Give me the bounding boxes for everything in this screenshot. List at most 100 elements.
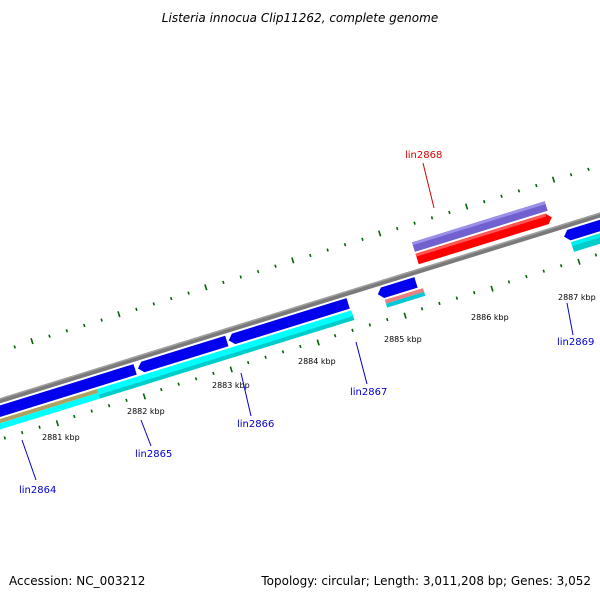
gene-label-lin2864[interactable]: lin2864 [19,485,56,496]
scale-tick [326,248,329,252]
olive-feature[interactable] [0,388,99,441]
genome-title: Listeria innocua Clip11262, complete gen… [162,11,438,25]
scale-tick [587,167,590,172]
scale-tick [361,237,364,241]
topology-text: Topology: circular; Length: 3,011,208 bp… [261,574,591,588]
label-leaders [21,162,574,481]
scale-tick [448,210,451,215]
scale-tick [160,387,163,392]
scale-tick [107,404,111,408]
scale-tick [333,334,337,338]
scale-tick [343,243,347,247]
scale-tick [90,409,93,413]
scale-label-2887: 2887 kbp [558,293,596,302]
cds-lin2868[interactable] [415,212,553,265]
scale-tick [299,344,302,349]
scale-tick [403,312,407,319]
scale-tick [274,264,277,268]
scale-tick [482,199,486,204]
scale-tick [438,301,441,306]
scale-tick [430,216,434,220]
scale-tick [20,430,24,435]
scale-label-2882: 2882 kbp [127,407,165,416]
scale-tick [177,382,180,386]
scale-tick [368,323,372,327]
gene-label-lin2868[interactable]: lin2868 [405,150,442,161]
gene-label-lin2865[interactable]: lin2865 [135,449,172,460]
scale-tick [559,264,563,268]
scale-tick [256,269,260,274]
scale-label-2883: 2883 kbp [212,381,250,390]
scale-label-2884: 2884 kbp [298,357,336,366]
feature-lin2864-inner[interactable] [0,392,101,446]
scale-tick [542,269,545,273]
scale-tick [239,275,242,279]
cds-lin2866[interactable] [227,298,350,345]
scale-tick [142,393,146,400]
scale-tick [212,371,215,376]
scale-tick [73,414,76,419]
gene-label-lin2869[interactable]: lin2869 [557,337,594,348]
gene-label-lin2866[interactable]: lin2866 [237,419,274,430]
scale-tick [507,280,511,284]
scale-tick [3,436,7,440]
scale-label-2881: 2881 kbp [42,433,80,442]
scale-tick [117,311,121,318]
scale-tick [281,350,285,354]
scale-tick [55,420,60,427]
gene-label-lin2867[interactable]: lin2867 [350,387,387,398]
scale-label-2886: 2886 kbp [471,313,509,322]
scale-tick [13,345,16,349]
feature-lin2869-inner[interactable] [571,224,600,252]
scale-tick [194,377,198,381]
scale-tick [169,296,173,301]
scale-tick [500,194,503,198]
scale-tick [83,323,86,328]
scale-tick [396,226,399,231]
cds-lin2869[interactable] [562,212,600,241]
scale-tick [30,337,34,345]
scale-tick [386,317,389,322]
rrna-feature[interactable] [384,288,425,304]
scale-tick [38,425,41,429]
scale-tick [473,290,476,295]
scale-tick [455,296,459,300]
cds-lin2865[interactable] [136,335,229,374]
feature-lin2867-inner[interactable] [385,291,426,308]
scale-tick [135,307,138,311]
scale-tick [535,183,538,188]
scale-tick [490,285,494,292]
scale-tick [309,253,312,258]
scale-tick [291,257,295,264]
accession-text: Accession: NC_003212 [9,574,146,588]
scale-label-2885: 2885 kbp [384,335,422,344]
scale-tick [525,274,528,279]
scale-tick [246,360,250,365]
scale-tick [464,203,469,210]
scale-tick [517,189,521,193]
scale-tick [569,173,573,177]
scale-tick [316,339,320,346]
scale-tick [187,291,190,295]
cds-lin2864[interactable] [0,364,137,435]
scale-tick [378,230,382,237]
scale-tick [222,280,225,285]
inner-scale-ticks [3,253,598,440]
cds-lin2867[interactable] [376,277,418,299]
scale-tick [125,398,128,402]
scale-tick [100,318,103,322]
scale-tick [351,328,354,332]
scale-tick [48,334,51,338]
scale-tick [413,221,416,225]
scale-tick [204,284,208,291]
scale-tick [577,258,581,265]
scale-tick [551,176,556,183]
scale-tick [420,307,424,311]
scale-tick [594,253,598,257]
scale-tick [229,366,233,373]
outer-scale-ticks [13,167,590,349]
genome-track [0,167,600,446]
scale-tick [264,355,267,359]
scale-tick [65,329,69,333]
scale-tick [152,302,156,306]
